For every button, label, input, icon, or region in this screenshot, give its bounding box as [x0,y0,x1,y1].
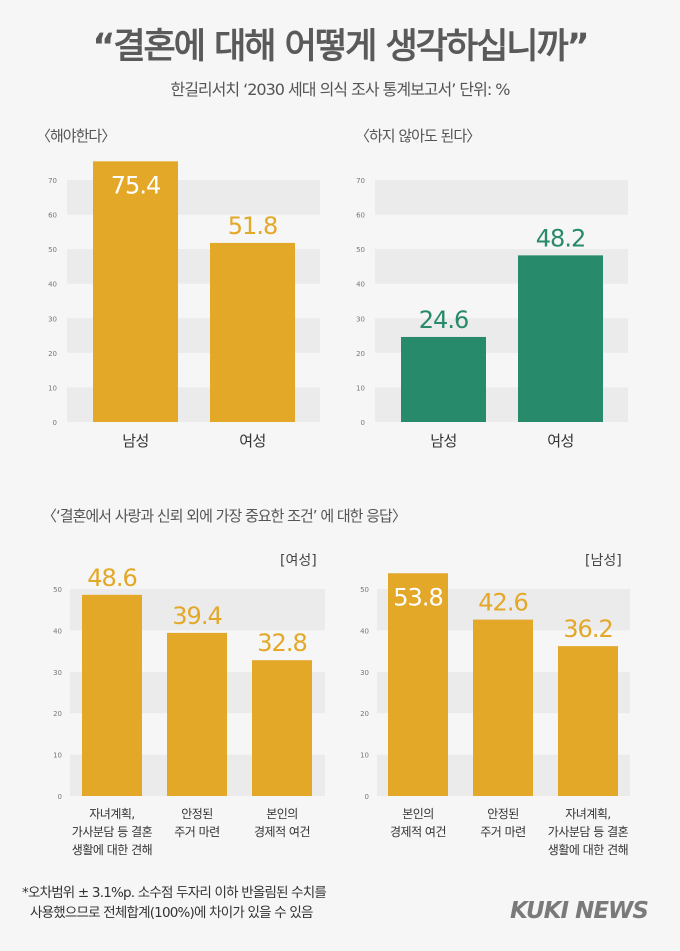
bar [518,255,603,422]
category-label: 안정된 [181,807,213,821]
category-label: 자녀계획, [89,807,134,821]
chart-3-title: [여성] [280,553,317,569]
y-tick-label: 0 [58,793,62,801]
category-label: 주거 마련 [174,825,219,839]
footnote-line-1: *오차범위 ± 3.1%p. 소수점 두자리 이하 반올림된 수치를 [22,885,327,901]
bar [252,660,312,796]
value-label: 39.4 [172,602,221,630]
value-label: 36.2 [563,615,612,643]
y-tick-label: 10 [360,752,369,760]
bar [473,619,533,796]
bar [210,242,295,422]
y-tick-label: 50 [53,586,62,594]
value-label: 51.8 [228,212,277,240]
value-label: 75.4 [111,171,160,199]
page-subtitle: 한길리서치 ‘2030 세대 의식 조사 통계보고서’ 단위: % [170,80,510,99]
kuki-news-logo: KUKI NEWS [510,898,649,924]
section-label: 〈‘결혼에서 사랑과 신뢰 외에 가장 중요한 조건’ 에 대한 응답〉 [42,507,407,525]
y-tick-label: 0 [53,419,57,427]
y-tick-label: 40 [53,627,62,635]
y-tick-label: 10 [48,384,57,392]
value-label: 48.2 [536,224,585,252]
category-label: 남성 [122,432,149,450]
category-label: 생활에 대한 견해 [548,843,628,857]
bar [401,336,486,422]
y-tick-label: 0 [365,793,369,801]
y-tick-label: 20 [48,350,57,358]
footnote-line-2: 사용했으므로 전체합계(100%)에 차이가 있을 수 있음 [30,905,313,921]
category-label: 가사분담 등 결혼 [548,825,629,839]
y-tick-label: 70 [48,177,57,185]
category-label: 경제적 여건 [390,825,446,839]
category-label: 경제적 여건 [254,825,310,839]
y-tick-label: 20 [360,710,369,718]
value-label: 24.6 [419,306,468,334]
value-label: 32.8 [257,629,306,657]
y-tick-label: 30 [360,669,369,677]
chart-2-title: 〈하지 않아도 된다〉 [355,127,481,145]
category-label: 안정된 [487,807,519,821]
y-tick-label: 40 [48,281,57,289]
y-tick-label: 60 [356,212,365,220]
category-label: 본인의 [266,807,298,821]
y-tick-label: 60 [48,212,57,220]
value-label: 42.6 [478,589,527,617]
bar [388,573,448,796]
y-tick-label: 40 [356,281,365,289]
y-tick-label: 20 [53,710,62,718]
category-label: 여성 [547,432,574,450]
category-label: 가사분담 등 결혼 [72,825,153,839]
bar [93,161,178,422]
category-label: 남성 [430,432,457,450]
chart-1-title: 〈해야한다〉 [36,127,116,145]
bar [167,632,227,796]
value-label: 48.6 [87,564,136,592]
y-tick-label: 50 [48,246,57,254]
y-tick-label: 10 [53,752,62,760]
value-label: 53.8 [393,583,442,611]
y-tick-label: 50 [360,586,369,594]
category-label: 자녀계획, [565,807,610,821]
y-tick-label: 30 [48,315,57,323]
y-tick-label: 30 [356,315,365,323]
category-label: 생활에 대한 견해 [72,843,152,857]
y-tick-label: 50 [356,246,365,254]
y-tick-label: 10 [356,384,365,392]
y-tick-label: 40 [360,627,369,635]
chart-4-title: [남성] [585,553,622,569]
y-tick-label: 70 [356,177,365,185]
y-tick-label: 0 [361,419,365,427]
page-title: “결혼에 대해 어떻게 생각하십니까” [92,27,589,67]
footnote: *오차범위 ± 3.1%p. 소수점 두자리 이하 반올림된 수치를 사용했으므… [22,883,327,923]
category-label: 여성 [239,432,266,450]
y-tick-label: 20 [356,350,365,358]
bar [558,646,618,796]
category-label: 본인의 [402,807,434,821]
bar [82,594,142,796]
y-tick-label: 30 [53,669,62,677]
grid-band [375,180,628,215]
category-label: 주거 마련 [480,825,525,839]
